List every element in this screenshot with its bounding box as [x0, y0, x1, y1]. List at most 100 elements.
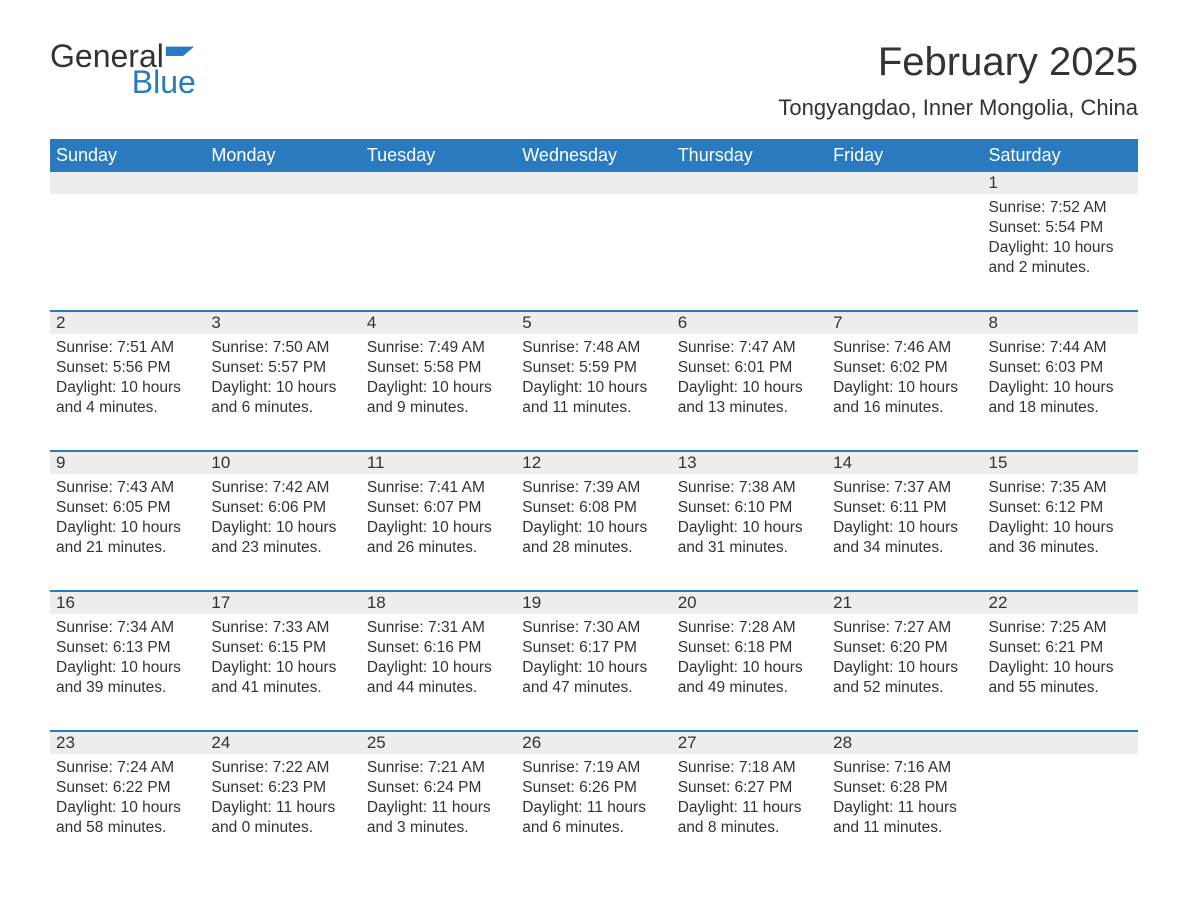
dow-wednesday: Wednesday	[516, 139, 671, 172]
calendar-day: 18Sunrise: 7:31 AMSunset: 6:16 PMDayligh…	[361, 592, 516, 716]
calendar-day: 3 Sunrise: 7:50 AMSunset: 5:57 PMDaylight…	[205, 312, 360, 436]
daylight-line: Daylight: 10 hours and 9 minutes.	[367, 378, 510, 418]
day-number: 6	[678, 313, 687, 333]
day-body	[50, 194, 205, 198]
day-body: Sunrise: 7:25 AMSunset: 6:21 PMDaylight:…	[983, 614, 1138, 699]
month-title: February 2025	[778, 40, 1138, 85]
day-number: 21	[833, 593, 852, 613]
sunrise-line: Sunrise: 7:44 AM	[989, 338, 1132, 358]
day-number: 10	[211, 453, 230, 473]
sunset-line: Sunset: 6:26 PM	[522, 778, 665, 798]
sunrise-line: Sunrise: 7:38 AM	[678, 478, 821, 498]
calendar-day: 27Sunrise: 7:18 AMSunset: 6:27 PMDayligh…	[672, 732, 827, 856]
calendar-day: 10Sunrise: 7:42 AMSunset: 6:06 PMDayligh…	[205, 452, 360, 576]
day-body: Sunrise: 7:46 AMSunset: 6:02 PMDaylight:…	[827, 334, 982, 419]
daylight-line: Daylight: 10 hours and 6 minutes.	[211, 378, 354, 418]
calendar-day: 13Sunrise: 7:38 AMSunset: 6:10 PMDayligh…	[672, 452, 827, 576]
calendar-day	[516, 172, 671, 296]
day-number: 2	[56, 313, 65, 333]
sunset-line: Sunset: 6:01 PM	[678, 358, 821, 378]
daylight-line: Daylight: 10 hours and 49 minutes.	[678, 658, 821, 698]
dow-saturday: Saturday	[983, 139, 1138, 172]
daylight-line: Daylight: 10 hours and 47 minutes.	[522, 658, 665, 698]
daylight-line: Daylight: 10 hours and 16 minutes.	[833, 378, 976, 418]
sunrise-line: Sunrise: 7:27 AM	[833, 618, 976, 638]
sunrise-line: Sunrise: 7:35 AM	[989, 478, 1132, 498]
sunset-line: Sunset: 6:17 PM	[522, 638, 665, 658]
sunset-line: Sunset: 5:57 PM	[211, 358, 354, 378]
sunset-line: Sunset: 6:13 PM	[56, 638, 199, 658]
sunset-line: Sunset: 5:59 PM	[522, 358, 665, 378]
day-number-strip: 7	[827, 312, 982, 334]
day-number-strip: 15	[983, 452, 1138, 474]
day-number: 18	[367, 593, 386, 613]
calendar-day: 14Sunrise: 7:37 AMSunset: 6:11 PMDayligh…	[827, 452, 982, 576]
daylight-line: Daylight: 10 hours and 58 minutes.	[56, 798, 199, 838]
day-number: 9	[56, 453, 65, 473]
calendar-page: General Blue February 2025 Tongyangdao, …	[0, 0, 1188, 916]
day-body: Sunrise: 7:52 AMSunset: 5:54 PMDaylight:…	[983, 194, 1138, 279]
calendar-day: 11Sunrise: 7:41 AMSunset: 6:07 PMDayligh…	[361, 452, 516, 576]
calendar-day: 23Sunrise: 7:24 AMSunset: 6:22 PMDayligh…	[50, 732, 205, 856]
calendar-day	[205, 172, 360, 296]
daylight-line: Daylight: 10 hours and 11 minutes.	[522, 378, 665, 418]
day-body: Sunrise: 7:30 AMSunset: 6:17 PMDaylight:…	[516, 614, 671, 699]
calendar-day: 1Sunrise: 7:52 AMSunset: 5:54 PMDaylight…	[983, 172, 1138, 296]
day-number: 14	[833, 453, 852, 473]
sunrise-line: Sunrise: 7:46 AM	[833, 338, 976, 358]
daylight-line: Daylight: 10 hours and 44 minutes.	[367, 658, 510, 698]
sunrise-line: Sunrise: 7:50 AM	[211, 338, 354, 358]
day-number: 11	[367, 453, 385, 473]
calendar-week: 9Sunrise: 7:43 AMSunset: 6:05 PMDaylight…	[50, 450, 1138, 576]
sunrise-line: Sunrise: 7:16 AM	[833, 758, 976, 778]
calendar-day: 2Sunrise: 7:51 AMSunset: 5:56 PMDaylight…	[50, 312, 205, 436]
sunset-line: Sunset: 6:28 PM	[833, 778, 976, 798]
sunrise-line: Sunrise: 7:52 AM	[989, 198, 1132, 218]
sunset-line: Sunset: 6:06 PM	[211, 498, 354, 518]
day-body	[205, 194, 360, 198]
brand-logo: General Blue	[50, 40, 196, 98]
day-body: Sunrise: 7:39 AMSunset: 6:08 PMDaylight:…	[516, 474, 671, 559]
day-body: Sunrise: 7:42 AMSunset: 6:06 PMDaylight:…	[205, 474, 360, 559]
sunset-line: Sunset: 6:24 PM	[367, 778, 510, 798]
sunrise-line: Sunrise: 7:49 AM	[367, 338, 510, 358]
sunrise-line: Sunrise: 7:48 AM	[522, 338, 665, 358]
day-number: 13	[678, 453, 697, 473]
daylight-line: Daylight: 10 hours and 4 minutes.	[56, 378, 199, 418]
page-header: General Blue February 2025 Tongyangdao, …	[50, 40, 1138, 121]
sunrise-line: Sunrise: 7:39 AM	[522, 478, 665, 498]
calendar-day: 4 Sunrise: 7:49 AMSunset: 5:58 PMDaylight…	[361, 312, 516, 436]
calendar-day	[672, 172, 827, 296]
day-body: Sunrise: 7:21 AMSunset: 6:24 PMDaylight:…	[361, 754, 516, 839]
day-number-strip: 4	[361, 312, 516, 334]
day-body	[361, 194, 516, 198]
calendar-day: 8Sunrise: 7:44 AMSunset: 6:03 PMDaylight…	[983, 312, 1138, 436]
title-block: February 2025 Tongyangdao, Inner Mongoli…	[778, 40, 1138, 121]
day-number: 3	[211, 313, 220, 333]
day-number: 17	[211, 593, 230, 613]
day-body: Sunrise: 7:22 AMSunset: 6:23 PMDaylight:…	[205, 754, 360, 839]
dow-friday: Friday	[827, 139, 982, 172]
sunset-line: Sunset: 6:12 PM	[989, 498, 1132, 518]
calendar-grid: Sunday Monday Tuesday Wednesday Thursday…	[50, 139, 1138, 856]
day-number-strip: 24	[205, 732, 360, 754]
sunrise-line: Sunrise: 7:43 AM	[56, 478, 199, 498]
day-body: Sunrise: 7:18 AMSunset: 6:27 PMDaylight:…	[672, 754, 827, 839]
day-number: 5	[522, 313, 531, 333]
day-body: Sunrise: 7:33 AMSunset: 6:15 PMDaylight:…	[205, 614, 360, 699]
calendar-day: 19Sunrise: 7:30 AMSunset: 6:17 PMDayligh…	[516, 592, 671, 716]
sunrise-line: Sunrise: 7:31 AM	[367, 618, 510, 638]
day-number: 27	[678, 733, 697, 753]
daylight-line: Daylight: 11 hours and 0 minutes.	[211, 798, 354, 838]
sunset-line: Sunset: 6:08 PM	[522, 498, 665, 518]
day-number-strip: 21	[827, 592, 982, 614]
day-number-strip	[516, 172, 671, 194]
day-body: Sunrise: 7:27 AMSunset: 6:20 PMDaylight:…	[827, 614, 982, 699]
daylight-line: Daylight: 11 hours and 8 minutes.	[678, 798, 821, 838]
sunrise-line: Sunrise: 7:37 AM	[833, 478, 976, 498]
sunset-line: Sunset: 5:58 PM	[367, 358, 510, 378]
calendar-week: 1Sunrise: 7:52 AMSunset: 5:54 PMDaylight…	[50, 172, 1138, 296]
day-number-strip	[205, 172, 360, 194]
sunrise-line: Sunrise: 7:42 AM	[211, 478, 354, 498]
day-body: Sunrise: 7:37 AMSunset: 6:11 PMDaylight:…	[827, 474, 982, 559]
